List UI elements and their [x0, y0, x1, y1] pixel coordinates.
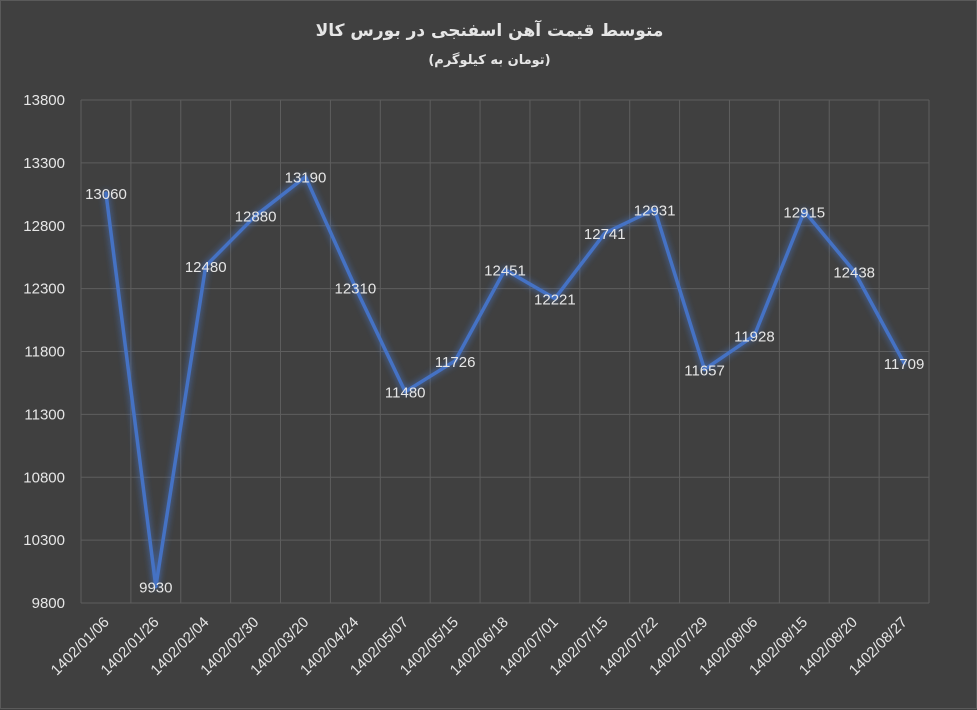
data-point: [453, 359, 457, 363]
y-tick-label: 12800: [23, 218, 65, 235]
y-tick-label: 11800: [24, 344, 65, 361]
data-point: [353, 285, 357, 289]
data-label: 11709: [884, 356, 925, 373]
data-label: 11726: [435, 354, 476, 371]
data-point: [902, 361, 906, 365]
data-label: 12741: [584, 226, 626, 243]
data-point: [802, 209, 806, 213]
data-label: 11657: [684, 362, 725, 379]
data-point: [403, 390, 407, 394]
data-label: 12310: [334, 280, 376, 297]
data-label: 12931: [634, 202, 676, 219]
data-point: [254, 214, 258, 218]
y-tick-label: 13300: [23, 155, 65, 172]
data-label: 11928: [734, 328, 775, 345]
y-tick-label: 12300: [23, 281, 65, 298]
data-label: 12915: [783, 204, 825, 221]
y-tick-label: 11300: [24, 406, 65, 423]
data-point: [503, 268, 507, 272]
chart-subtitle: (تومان به کیلوگرم): [428, 53, 551, 68]
data-point: [553, 297, 557, 301]
data-point: [653, 207, 657, 211]
data-point: [752, 333, 756, 337]
series-line: [104, 174, 906, 589]
data-point: [303, 175, 307, 179]
data-point: [104, 191, 108, 195]
data-label: 13190: [285, 170, 327, 187]
data-point: [852, 269, 856, 273]
y-tick-label: 10800: [23, 469, 65, 486]
data-point: [703, 367, 707, 371]
data-label: 13060: [85, 186, 127, 203]
data-label: 11480: [385, 385, 426, 402]
data-label: 9930: [139, 580, 172, 597]
y-tick-label: 10300: [23, 532, 65, 549]
data-label: 12451: [484, 263, 526, 280]
y-tick-label: 9800: [32, 595, 65, 612]
data-point: [603, 231, 607, 235]
data-label: 12221: [534, 292, 576, 309]
data-point: [204, 264, 208, 268]
data-point: [154, 585, 158, 589]
data-label: 12480: [185, 259, 227, 276]
data-label: 12880: [235, 209, 277, 226]
y-tick-label: 13800: [23, 92, 65, 109]
data-label: 12438: [833, 264, 875, 281]
chart-title: متوسط قیمت آهن اسفنجی در بورس کالا: [315, 21, 664, 41]
